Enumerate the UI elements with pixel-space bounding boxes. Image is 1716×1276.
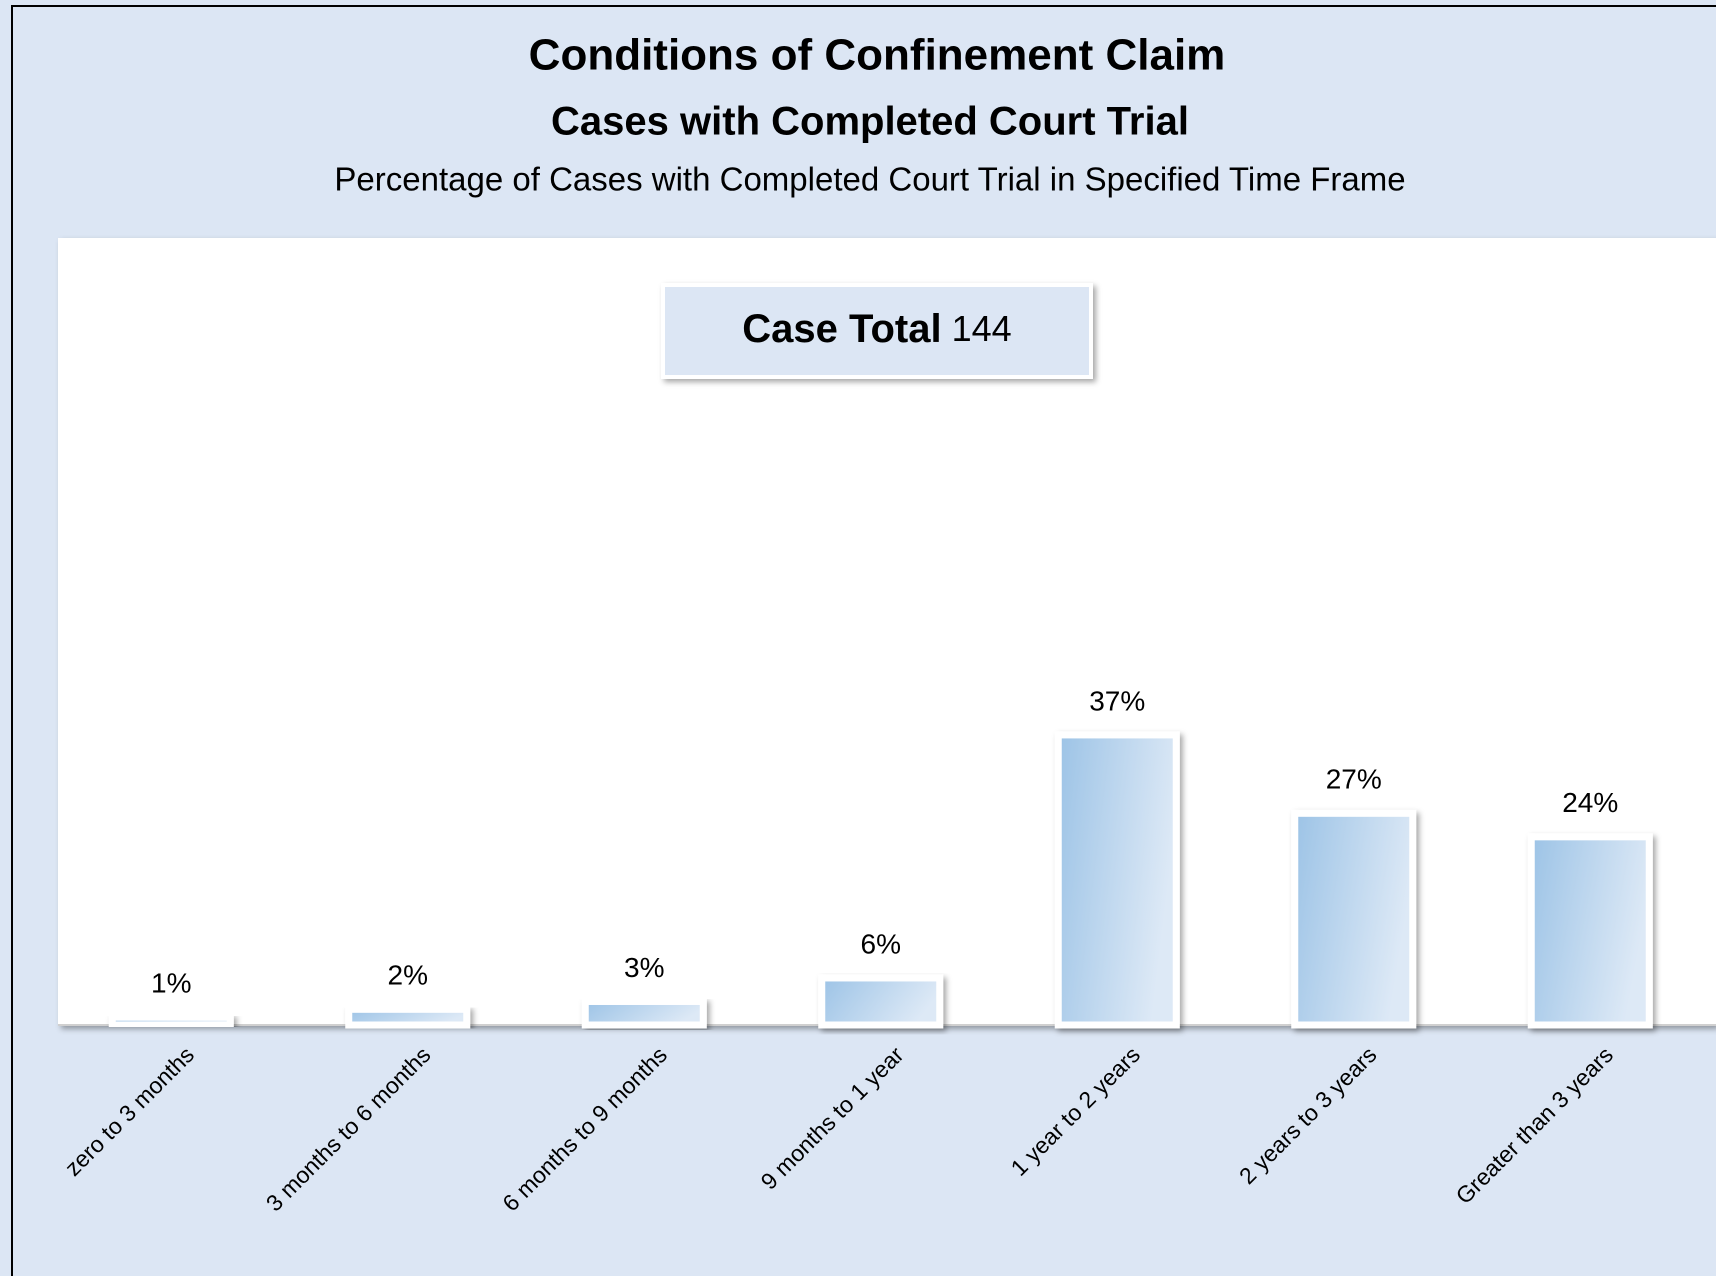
data-label: 1%: [151, 968, 191, 999]
data-label: 37%: [1089, 685, 1145, 716]
bar: [108, 1013, 234, 1029]
bar: [1527, 833, 1653, 1029]
data-label: 2%: [388, 960, 428, 991]
chart-subtitle: Cases with Completed Court Trial: [551, 100, 1189, 144]
chart-title: Conditions of Confinement Claim: [529, 31, 1226, 80]
bar: [818, 974, 944, 1029]
bar: [581, 997, 707, 1029]
data-label: 24%: [1562, 787, 1618, 818]
frame: [11, 5, 1716, 1276]
chart-description: Percentage of Cases with Completed Court…: [334, 161, 1405, 198]
data-label: 6%: [861, 928, 901, 959]
case-total-box: [661, 283, 1093, 379]
data-label: 27%: [1326, 764, 1382, 795]
case-total-value: 144: [952, 308, 1012, 349]
data-label: 3%: [624, 952, 664, 983]
bar: [345, 1005, 471, 1029]
case-total: Case Total 144: [742, 307, 1011, 351]
case-total-label: Case Total: [742, 307, 941, 351]
bar: [1054, 731, 1180, 1029]
bar: [1291, 809, 1417, 1029]
